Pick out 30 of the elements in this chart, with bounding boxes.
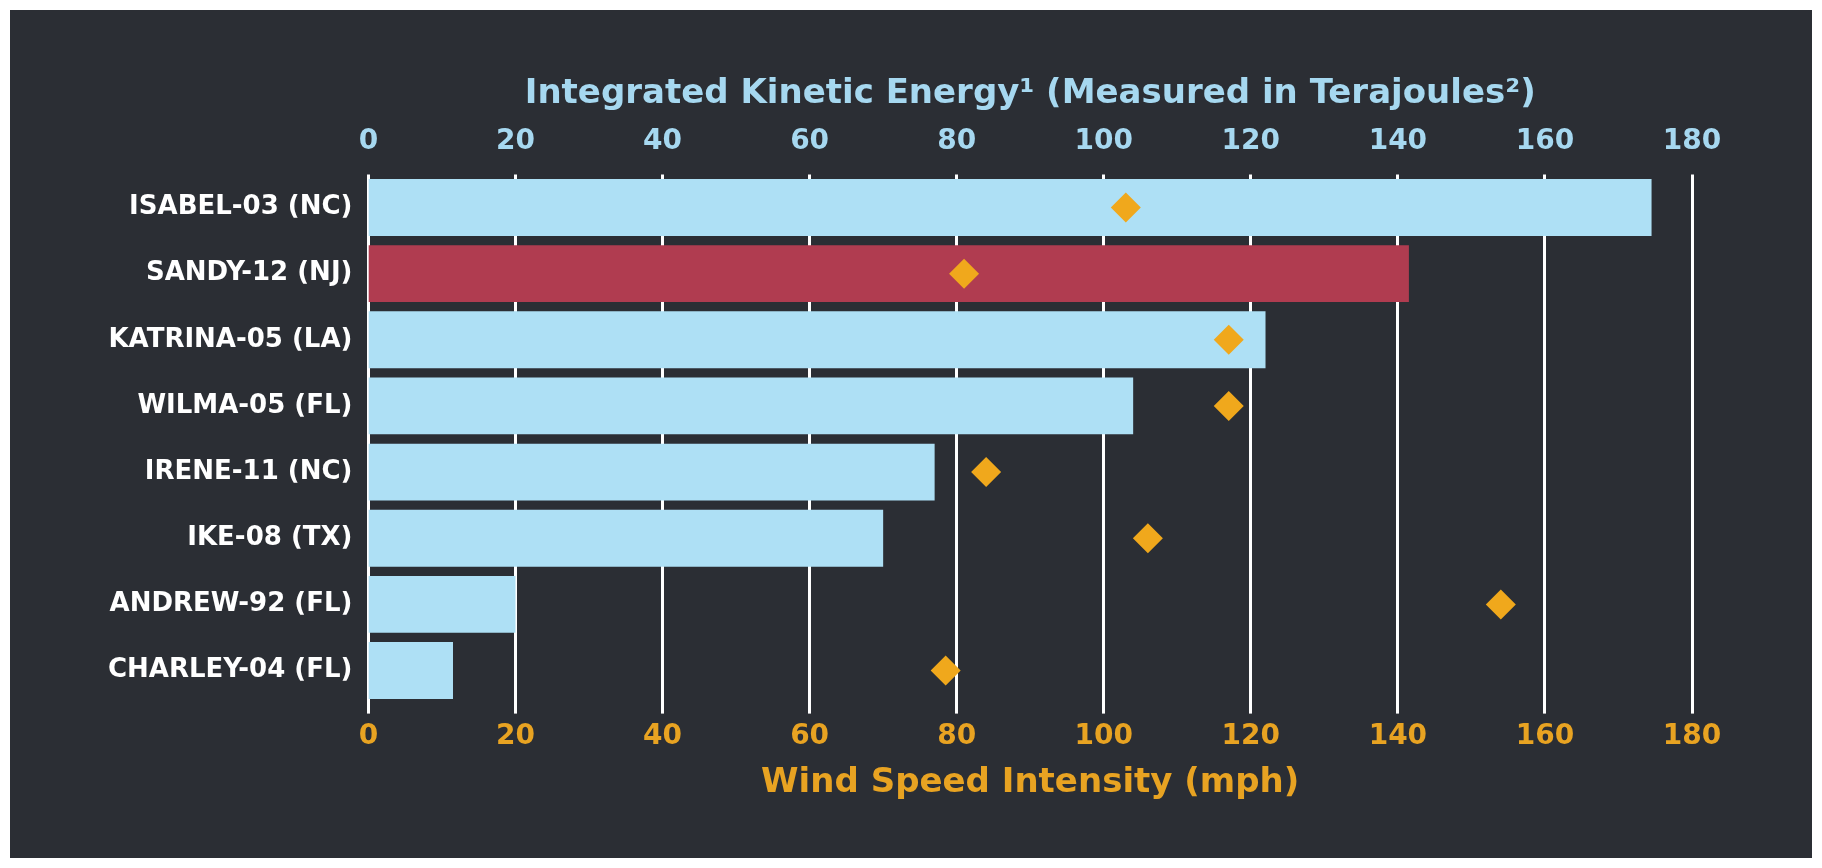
x-tick-label: 20 — [496, 122, 535, 156]
x-tick-label: 120 — [1221, 122, 1281, 156]
x2-tick-label: 100 — [1074, 717, 1133, 751]
x2-tick-label: 0 — [358, 717, 379, 751]
x2-tick-label: 160 — [1515, 717, 1575, 751]
x2-tick-label: 40 — [643, 717, 683, 751]
x2-tick-label: 180 — [1662, 717, 1722, 751]
x2-tick-label: 20 — [496, 717, 535, 751]
y-tick-label: SANDY-12 (NJ) — [145, 256, 353, 287]
x-tick-label: 80 — [937, 122, 977, 156]
x2-tick-label: 120 — [1221, 717, 1281, 751]
y-tick-label: ISABEL-03 (NC) — [129, 190, 353, 221]
y-tick-label: IKE-08 (TX) — [187, 520, 353, 551]
x2-axis-title: Integrated Kinetic Energy¹ (Measured in Terajoules²) — [524, 71, 1536, 112]
y-tick-label: WILMA-05 (FL) — [137, 388, 353, 419]
x2-tick-label: 80 — [937, 717, 977, 751]
x-tick-label: 100 — [1074, 122, 1133, 156]
x-tick-label: 140 — [1368, 122, 1428, 156]
y-tick-label: ANDREW-92 (FL) — [109, 587, 353, 618]
x2-tick-label: 60 — [790, 717, 830, 751]
y-tick-label: CHARLEY-04 (FL) — [108, 653, 353, 684]
x2-tick-label: 140 — [1368, 717, 1428, 751]
x-tick-label: 160 — [1515, 122, 1575, 156]
x-tick-label: 40 — [643, 122, 683, 156]
x-tick-label: 60 — [790, 122, 830, 156]
y-tick-label: IRENE-11 (NC) — [144, 454, 353, 485]
y-tick-label: KATRINA-05 (LA) — [108, 322, 353, 353]
x-tick-label: 0 — [358, 122, 379, 156]
x-tick-label: 180 — [1662, 122, 1722, 156]
x-axis-title: Wind Speed Intensity (mph) — [761, 760, 1300, 801]
